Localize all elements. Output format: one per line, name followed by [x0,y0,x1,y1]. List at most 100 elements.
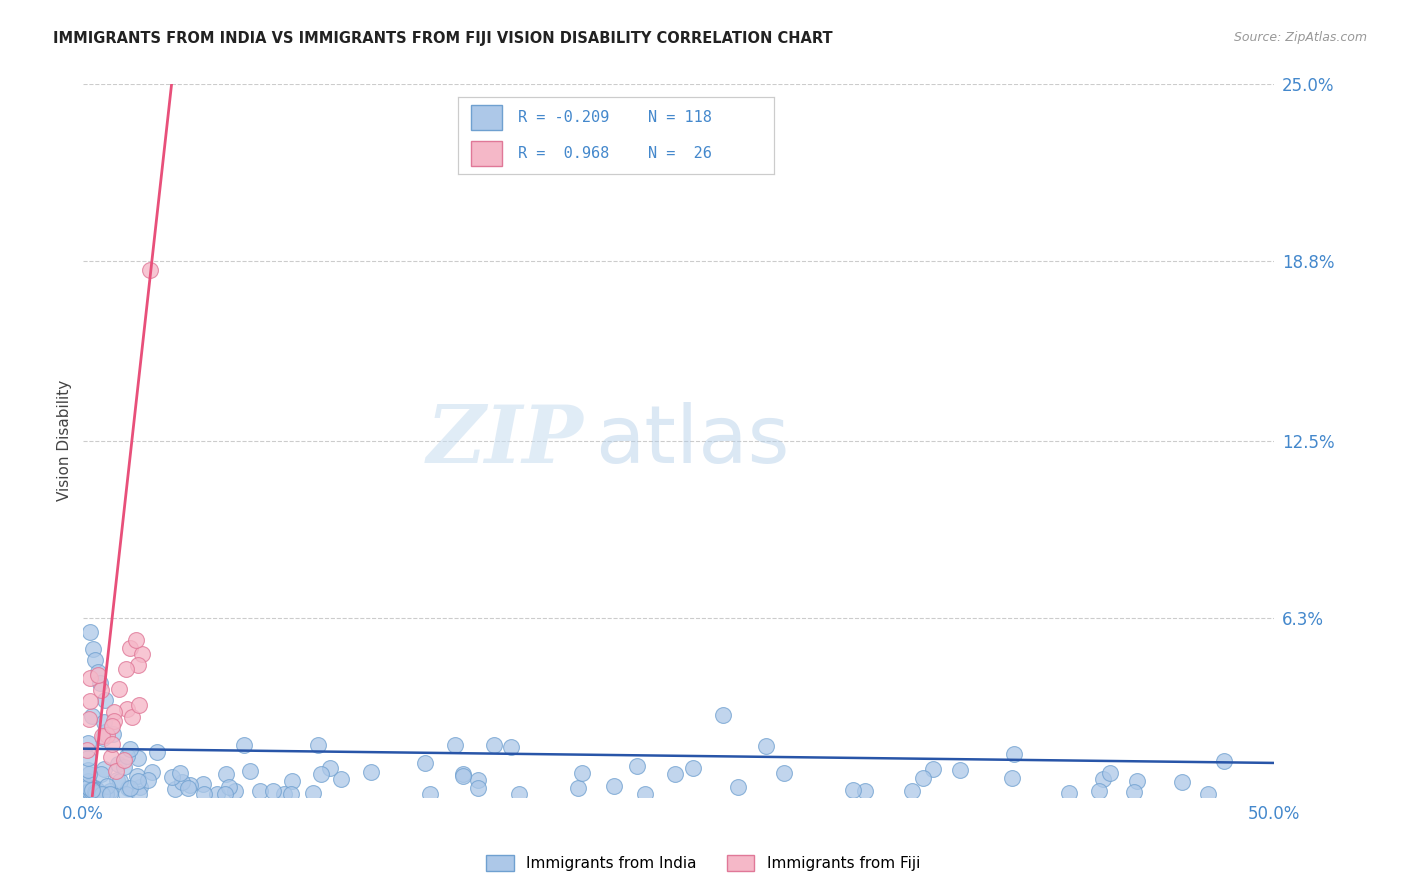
Point [100,749,122,764]
Point [91,731,114,746]
Point [626,759,648,773]
Point [170,774,193,789]
Point [115,701,138,715]
Point [1197,787,1219,801]
Point [94,724,117,739]
Point [467,772,489,787]
Point [281,773,304,788]
Point [467,780,489,795]
Point [1001,771,1024,785]
Point [112,760,135,774]
Point [443,738,465,752]
Point [98,787,121,801]
Point [911,771,934,785]
Point [114,754,136,768]
Point [141,764,163,779]
Point [91,787,114,801]
Point [84,787,107,801]
Text: ZIP: ZIP [426,402,583,480]
Point [499,740,522,755]
Point [682,761,704,775]
Text: atlas: atlas [595,401,790,480]
Point [280,787,302,801]
Point [118,742,141,756]
Point [249,784,271,798]
Point [77,751,100,765]
Point [86,665,108,679]
Point [127,657,149,672]
Point [1099,766,1122,780]
Point [224,784,246,798]
Point [93,715,115,730]
Text: Source: ZipAtlas.com: Source: ZipAtlas.com [1233,31,1367,45]
Point [128,780,150,794]
Point [309,766,332,780]
Point [82,787,104,801]
Point [262,784,284,798]
Point [215,767,238,781]
Point [131,647,153,661]
Point [482,738,505,752]
Point [1057,786,1080,800]
Point [160,770,183,784]
Point [711,707,734,722]
Point [1125,774,1147,789]
Point [108,681,131,696]
Point [218,780,240,795]
Point [139,262,162,277]
Point [101,719,124,733]
Point [1091,772,1114,786]
Point [239,764,262,779]
Point [841,783,863,797]
Point [90,683,112,698]
Point [83,782,105,797]
Point [727,780,749,794]
Point [1002,747,1025,761]
Point [79,784,101,798]
Point [128,698,150,712]
Point [664,767,686,781]
Point [413,756,436,770]
Point [108,774,131,789]
Point [571,766,593,780]
Point [567,781,589,796]
Text: IMMIGRANTS FROM INDIA VS IMMIGRANTS FROM FIJI VISION DISABILITY CORRELATION CHAR: IMMIGRANTS FROM INDIA VS IMMIGRANTS FROM… [53,31,832,46]
Point [136,772,159,787]
Point [94,787,117,801]
Point [508,787,530,801]
Point [360,765,382,780]
Point [82,708,104,723]
Point [232,739,254,753]
Point [773,765,796,780]
Point [191,777,214,791]
Point [80,784,103,798]
Point [124,633,146,648]
Point [96,779,118,793]
Point [603,779,626,793]
Point [128,787,150,801]
Point [86,782,108,797]
Point [308,738,330,752]
Point [127,773,149,788]
Point [89,676,111,690]
Point [145,745,167,759]
Point [451,769,474,783]
Point [100,737,122,751]
Point [91,729,114,743]
Point [755,739,778,754]
Point [82,783,104,797]
Point [84,786,107,800]
Point [634,787,657,801]
Point [273,787,295,801]
Point [79,694,101,708]
Point [82,641,104,656]
Point [90,767,112,781]
Point [949,764,972,778]
Point [107,757,129,772]
Point [101,727,124,741]
Point [121,710,143,724]
Point [853,784,876,798]
Point [77,784,100,798]
Point [100,783,122,797]
Point [77,766,100,780]
